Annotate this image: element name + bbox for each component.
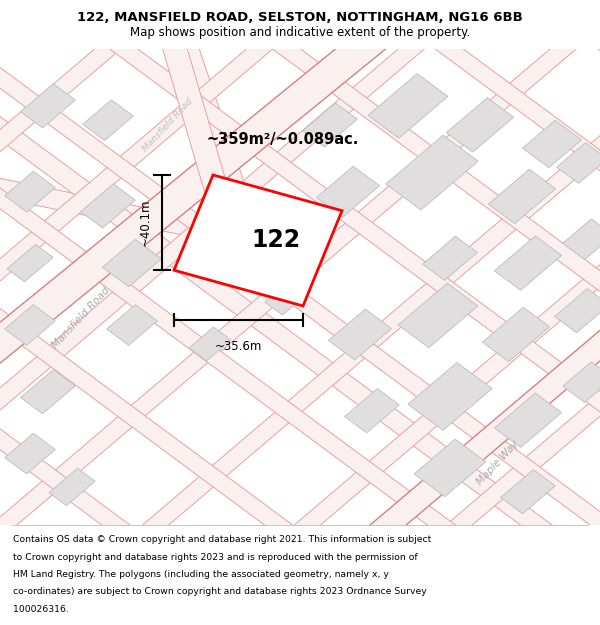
Polygon shape — [398, 283, 478, 348]
Polygon shape — [557, 142, 600, 183]
Polygon shape — [482, 308, 550, 362]
Polygon shape — [5, 433, 55, 474]
Polygon shape — [115, 59, 600, 625]
Text: 122: 122 — [251, 229, 301, 253]
Polygon shape — [80, 184, 136, 228]
Polygon shape — [0, 173, 255, 249]
Polygon shape — [13, 0, 600, 434]
Text: ~40.1m: ~40.1m — [139, 199, 152, 246]
Polygon shape — [0, 0, 467, 501]
Polygon shape — [368, 74, 448, 138]
Polygon shape — [5, 304, 55, 345]
Polygon shape — [189, 327, 231, 361]
Polygon shape — [414, 439, 486, 497]
Text: Contains OS data © Crown copyright and database right 2021. This information is : Contains OS data © Crown copyright and d… — [13, 535, 431, 544]
Polygon shape — [20, 84, 76, 128]
Polygon shape — [316, 166, 380, 217]
Polygon shape — [0, 0, 600, 498]
Polygon shape — [103, 239, 161, 287]
Polygon shape — [49, 468, 95, 506]
Polygon shape — [494, 236, 562, 290]
Polygon shape — [563, 362, 600, 403]
Polygon shape — [386, 135, 478, 210]
Polygon shape — [523, 121, 581, 168]
Text: ~359m²/~0.089ac.: ~359m²/~0.089ac. — [207, 132, 359, 147]
Text: Mansfield Road: Mansfield Road — [50, 285, 112, 351]
Polygon shape — [408, 362, 492, 430]
Polygon shape — [500, 469, 556, 514]
Polygon shape — [0, 0, 600, 562]
Text: to Crown copyright and database rights 2023 and is reproduced with the permissio: to Crown copyright and database rights 2… — [13, 552, 418, 561]
Polygon shape — [263, 219, 313, 259]
Polygon shape — [0, 25, 600, 625]
Polygon shape — [107, 304, 157, 345]
Polygon shape — [344, 389, 400, 432]
Polygon shape — [0, 99, 600, 601]
Polygon shape — [328, 309, 392, 360]
Text: Maple Way: Maple Way — [475, 439, 521, 488]
Polygon shape — [34, 0, 600, 625]
Polygon shape — [157, 22, 239, 232]
Text: Mansfield Road: Mansfield Road — [141, 97, 195, 153]
Polygon shape — [0, 90, 600, 625]
Text: ~35.6m: ~35.6m — [215, 340, 262, 353]
Text: 122, MANSFIELD ROAD, SELSTON, NOTTINGHAM, NG16 6BB: 122, MANSFIELD ROAD, SELSTON, NOTTINGHAM… — [77, 11, 523, 24]
Polygon shape — [265, 278, 311, 315]
Polygon shape — [83, 100, 133, 141]
Polygon shape — [494, 393, 562, 448]
Polygon shape — [174, 175, 342, 306]
Text: HM Land Registry. The polygons (including the associated geometry, namely x, y: HM Land Registry. The polygons (includin… — [13, 570, 389, 579]
Text: co-ordinates) are subject to Crown copyright and database rights 2023 Ordnance S: co-ordinates) are subject to Crown copyr… — [13, 588, 427, 596]
Polygon shape — [554, 289, 600, 332]
Polygon shape — [488, 169, 556, 224]
Text: 100026316.: 100026316. — [13, 605, 69, 614]
Polygon shape — [7, 244, 53, 282]
Polygon shape — [0, 0, 548, 562]
Polygon shape — [446, 98, 514, 152]
Polygon shape — [5, 171, 55, 212]
Polygon shape — [170, 22, 262, 241]
Text: Map shows position and indicative extent of the property.: Map shows position and indicative extent… — [130, 26, 470, 39]
Polygon shape — [20, 369, 76, 414]
Polygon shape — [563, 219, 600, 259]
Polygon shape — [302, 103, 358, 147]
Polygon shape — [350, 313, 600, 556]
Polygon shape — [0, 15, 403, 402]
Polygon shape — [422, 236, 478, 281]
Polygon shape — [0, 154, 571, 625]
